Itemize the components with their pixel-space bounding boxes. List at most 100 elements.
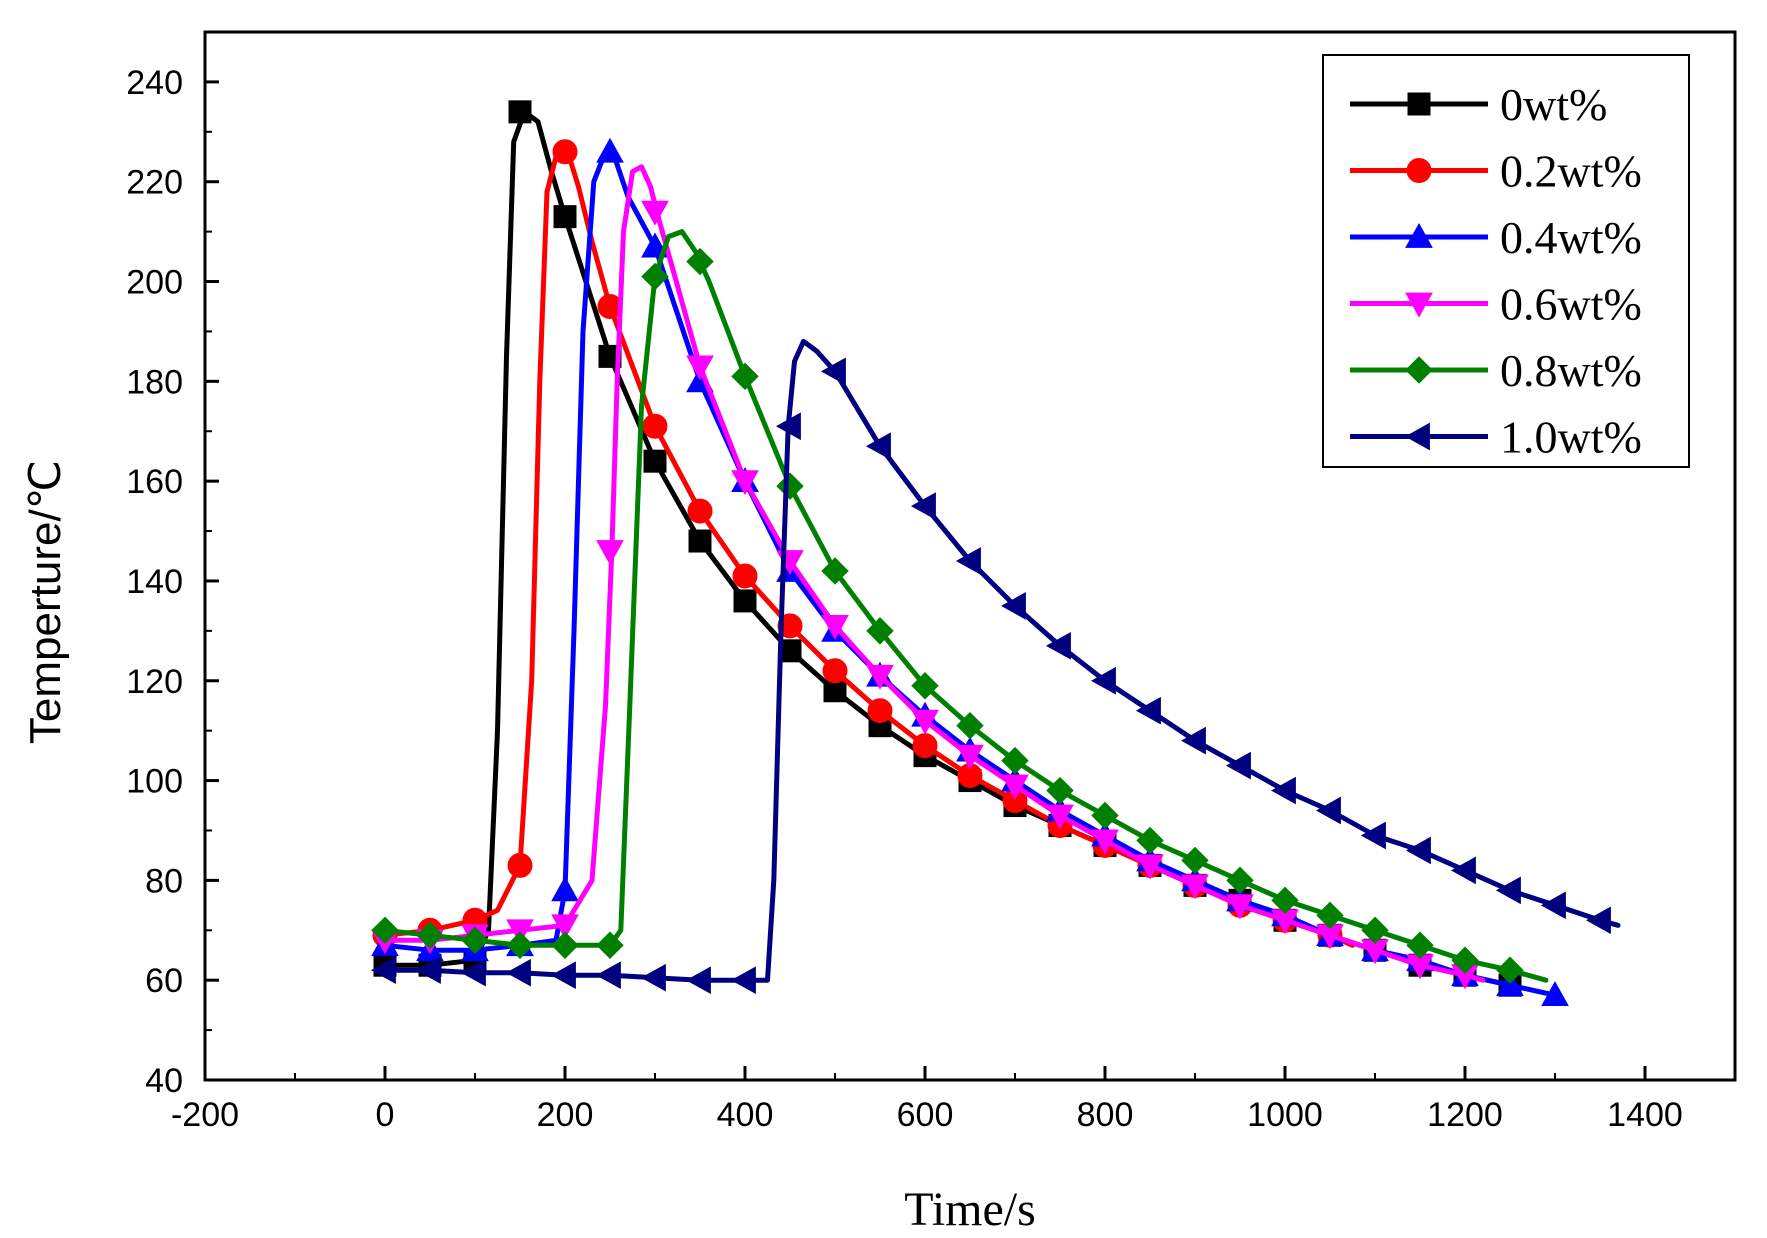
x-tick-label: 1400 — [1607, 1096, 1683, 1134]
data-point — [686, 247, 714, 276]
y-tick-label: 60 — [145, 962, 183, 1000]
y-tick-label: 100 — [126, 763, 183, 801]
x-tick-label: 1200 — [1427, 1096, 1503, 1134]
data-point — [1136, 854, 1164, 880]
y-tick-label: 180 — [126, 363, 183, 401]
data-point — [460, 958, 486, 987]
data-point — [865, 432, 891, 461]
data-point — [1226, 894, 1254, 920]
data-point — [866, 617, 894, 645]
y-tick-label: 120 — [126, 663, 183, 701]
data-point — [866, 664, 894, 690]
legend-marker — [1407, 92, 1431, 116]
legend-item: 0.2wt% — [1350, 146, 1642, 197]
data-point — [775, 412, 801, 441]
data-point — [912, 733, 938, 759]
data-point — [1001, 746, 1029, 775]
data-point — [551, 914, 579, 940]
data-point — [1270, 776, 1296, 805]
legend-box — [1322, 54, 1690, 468]
data-point — [777, 613, 803, 639]
legend-item: 0.4wt% — [1350, 212, 1642, 263]
data-point — [1225, 751, 1251, 780]
data-point — [911, 672, 939, 700]
plot-frame — [203, 30, 1737, 1082]
x-tick-label: -200 — [171, 1096, 239, 1134]
data-point — [1136, 826, 1164, 855]
data-point — [1361, 916, 1389, 944]
data-point — [550, 961, 576, 990]
x-tick-label: 0 — [376, 1096, 395, 1134]
legend-label: 0.2wt% — [1500, 146, 1642, 197]
data-point — [370, 956, 396, 985]
data-point — [1405, 836, 1431, 865]
data-point — [686, 355, 714, 381]
x-tick-label: 400 — [717, 1096, 774, 1134]
data-point — [1135, 696, 1161, 725]
axis-ticks — [203, 31, 1647, 1082]
x-tick-labels: -200 0 200 400 600 800 1000 1200 1400 — [171, 1096, 1683, 1134]
legend-label: 0wt% — [1500, 79, 1607, 130]
series-line — [382, 164, 1486, 983]
data-point — [956, 744, 984, 770]
data-point — [821, 557, 849, 585]
data-point — [461, 926, 489, 954]
y-tick-label: 140 — [126, 563, 183, 601]
data-point — [551, 931, 579, 959]
legend-label: 0.4wt% — [1500, 212, 1642, 263]
data-point — [551, 876, 579, 902]
legend-item: 0wt% — [1350, 79, 1607, 130]
data-point — [642, 413, 668, 439]
y-tick-label: 220 — [126, 164, 183, 202]
data-point — [731, 470, 759, 496]
data-point — [730, 966, 756, 995]
data-point — [688, 529, 712, 553]
data-point — [1226, 866, 1254, 895]
y-tick-label: 80 — [145, 862, 183, 900]
data-point — [911, 709, 939, 735]
data-point — [505, 958, 531, 987]
legend-marker — [1406, 158, 1432, 183]
data-point — [1585, 906, 1611, 935]
data-point — [867, 698, 893, 724]
x-axis-title: Time/s — [904, 1183, 1036, 1236]
x-tick-label: 1000 — [1247, 1096, 1323, 1134]
data-point — [1001, 774, 1029, 800]
data-point — [820, 357, 846, 386]
legend-label: 0.6wt% — [1500, 279, 1642, 330]
legend-marker — [1405, 292, 1433, 318]
data-point — [598, 344, 622, 368]
data-point — [685, 966, 711, 995]
data-point — [1541, 981, 1569, 1007]
data-point — [821, 614, 849, 640]
data-point — [955, 547, 981, 575]
data-point — [1451, 946, 1479, 974]
data-point — [416, 921, 444, 949]
series-layer — [370, 100, 1621, 1007]
y-axis-title: Temperture/℃ — [21, 460, 70, 744]
legend-marker — [1404, 422, 1430, 451]
data-point — [732, 563, 758, 589]
data-point — [640, 963, 666, 992]
data-point — [1000, 592, 1026, 620]
series-0.2wt% — [372, 139, 1355, 948]
data-point — [1181, 846, 1209, 875]
data-point — [1315, 796, 1341, 825]
legend-item: 0.6wt% — [1350, 279, 1642, 330]
data-point — [595, 961, 621, 990]
data-point — [371, 916, 399, 944]
y-tick-label: 40 — [145, 1062, 183, 1100]
data-point — [1045, 631, 1071, 660]
y-tick-labels: 40 60 80 100 120 140 160 180 200 220 240 — [126, 64, 183, 1100]
data-point — [1495, 876, 1521, 905]
data-point — [415, 956, 441, 985]
series-0.6wt% — [371, 164, 1486, 990]
data-point — [956, 711, 984, 740]
series-1.0wt% — [370, 338, 1621, 995]
series-0.8wt% — [371, 229, 1549, 984]
data-point — [1360, 821, 1386, 850]
data-point — [508, 100, 532, 124]
series-line — [382, 149, 1355, 948]
x-tick-label: 600 — [897, 1096, 954, 1134]
data-point — [822, 658, 848, 684]
